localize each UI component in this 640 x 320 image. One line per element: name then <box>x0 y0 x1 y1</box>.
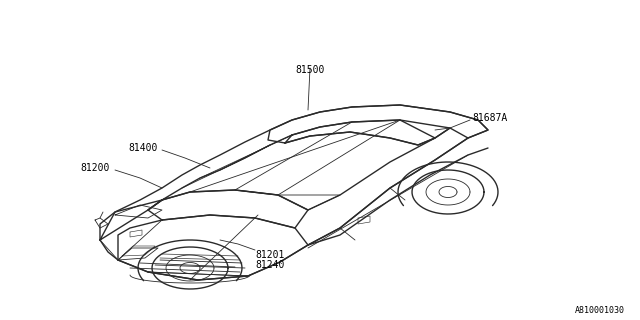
Text: 81687A: 81687A <box>472 113 508 123</box>
Text: 81201: 81201 <box>255 250 284 260</box>
Text: 81200: 81200 <box>81 163 110 173</box>
Text: 81400: 81400 <box>129 143 158 153</box>
Text: 81500: 81500 <box>295 65 324 75</box>
Text: A810001030: A810001030 <box>575 306 625 315</box>
Text: 81240: 81240 <box>255 260 284 270</box>
